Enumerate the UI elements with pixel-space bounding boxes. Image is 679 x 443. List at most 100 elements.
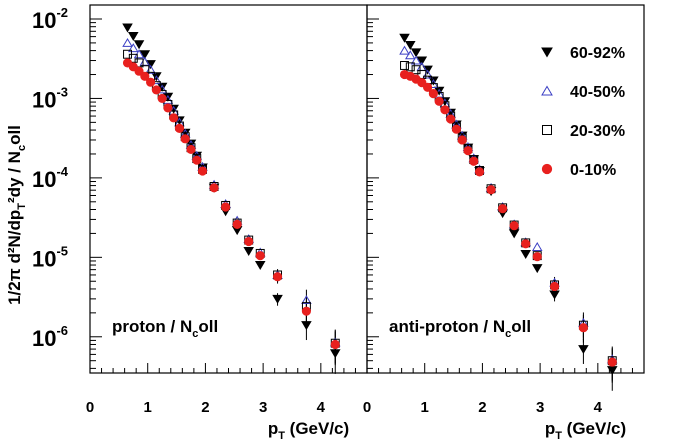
y-tick-label: 10-4 (32, 164, 69, 192)
x-tick-label: 2 (201, 399, 209, 416)
data-point (486, 185, 496, 195)
data-point (474, 167, 485, 177)
anti-proton-plot-frame (366, 4, 645, 374)
data-point (186, 144, 196, 155)
legend-marker (542, 125, 552, 135)
data-point (163, 103, 173, 113)
data-point (531, 242, 543, 251)
data-point (469, 156, 479, 166)
data-point (254, 261, 266, 270)
y-tick-label: 10-3 (32, 84, 68, 112)
x-axis-title-part: (GeV/c) (285, 419, 349, 438)
data-point (330, 339, 340, 350)
data-point (520, 250, 531, 259)
x-axis-title-part: (GeV/c) (562, 419, 626, 438)
y-tick-label-exponent: -3 (56, 84, 68, 99)
y-tick-label-base: 10 (32, 167, 56, 192)
data-point (578, 345, 589, 355)
data-point (122, 37, 133, 47)
y-tick-label: 10-2 (32, 5, 68, 33)
legend-label: 40-50% (570, 84, 625, 101)
x-axis-title: pT (GeV/c) (545, 419, 626, 442)
data-point (549, 290, 560, 300)
data-point (301, 295, 312, 305)
data-point (434, 96, 444, 106)
y-axis-title-part: 1/2π d²N/dp (5, 210, 24, 305)
data-point (272, 294, 283, 304)
data-point (399, 45, 410, 55)
data-point (301, 321, 312, 331)
data-point (180, 134, 190, 144)
x-axis-title: pT (GeV/c) (268, 419, 349, 442)
anti-proton-markers (399, 33, 618, 376)
panel-label-part: oll (198, 317, 218, 336)
data-point (244, 236, 254, 247)
data-point (532, 252, 542, 262)
data-point (405, 50, 416, 60)
data-point (221, 202, 231, 212)
panel-label: proton / Ncoll (112, 317, 218, 340)
data-point (549, 281, 560, 292)
x-tick-label: 3 (259, 399, 267, 416)
proton-markers (122, 23, 341, 359)
panel-label: anti-proton / Ncoll (389, 317, 531, 340)
legend: 60-92% 40-50% 20-30% 0-10% (541, 45, 625, 179)
data-point (128, 43, 139, 53)
data-point (209, 183, 219, 193)
data-point (301, 306, 311, 316)
panel-label-part: c (505, 328, 511, 340)
data-point (174, 123, 185, 133)
legend-marker (541, 163, 553, 175)
data-point (329, 349, 341, 359)
legend-label: 0-10% (570, 162, 616, 179)
data-point (440, 105, 450, 115)
data-point (139, 50, 151, 60)
data-point (134, 66, 144, 76)
x-tick-label: 4 (317, 399, 326, 416)
data-point (410, 55, 422, 65)
data-point (232, 219, 242, 229)
y-tick-label-base: 10 (32, 87, 56, 112)
y-tick-label-exponent: -6 (56, 323, 68, 338)
x-tick-label: 3 (536, 399, 544, 416)
data-point (192, 155, 202, 165)
proton-panel: 0 1 2 3 4 pT (GeV/c) proton / Ncoll (86, 4, 368, 442)
y-tick-label: 10-5 (32, 243, 68, 271)
y-axis-title-part: T (16, 203, 28, 210)
x-axis-title-part: p (268, 419, 278, 438)
y-axis-title: 1/2π d²N/dpT²dy / Ncoll (5, 125, 28, 305)
legend-marker (541, 85, 553, 96)
x-tick-label: 0 (86, 399, 94, 416)
x-tick-label: 4 (594, 399, 603, 416)
x-tick-label: 1 (144, 399, 152, 416)
data-point (133, 40, 145, 50)
data-point (509, 221, 519, 231)
data-point (169, 113, 179, 123)
y-tick-label-exponent: -5 (56, 243, 68, 258)
anti-proton-panel: 0 1 2 3 4 pT (GeV/c) anti-proton / Ncoll (363, 4, 645, 442)
data-point (122, 23, 133, 33)
x-axis-title-part: T (278, 430, 285, 442)
data-point (405, 62, 415, 72)
data-point (531, 264, 543, 274)
data-point (151, 85, 161, 95)
data-point (578, 323, 588, 333)
panel-label-part: anti-proton / N (389, 317, 505, 336)
data-point (451, 124, 462, 134)
x-axis-title-part: T (555, 430, 562, 442)
data-point (128, 32, 139, 41)
legend-marker (541, 47, 553, 58)
panel-label-part: proton / N (112, 317, 192, 336)
proton-ticks: 0 1 2 3 4 pT (GeV/c) proton / Ncoll (86, 18, 368, 442)
data-point (405, 41, 416, 50)
data-point (157, 93, 167, 104)
data-point (255, 251, 265, 261)
data-point (400, 61, 409, 70)
legend-label: 60-92% (570, 45, 625, 62)
y-tick-label-exponent: -2 (56, 5, 68, 20)
data-point (607, 357, 617, 367)
anti-proton-ticks: 0 1 2 3 4 pT (GeV/c) anti-proton / Ncoll (363, 18, 645, 442)
data-point (399, 33, 410, 43)
y-axis-title-part: c (16, 145, 28, 151)
